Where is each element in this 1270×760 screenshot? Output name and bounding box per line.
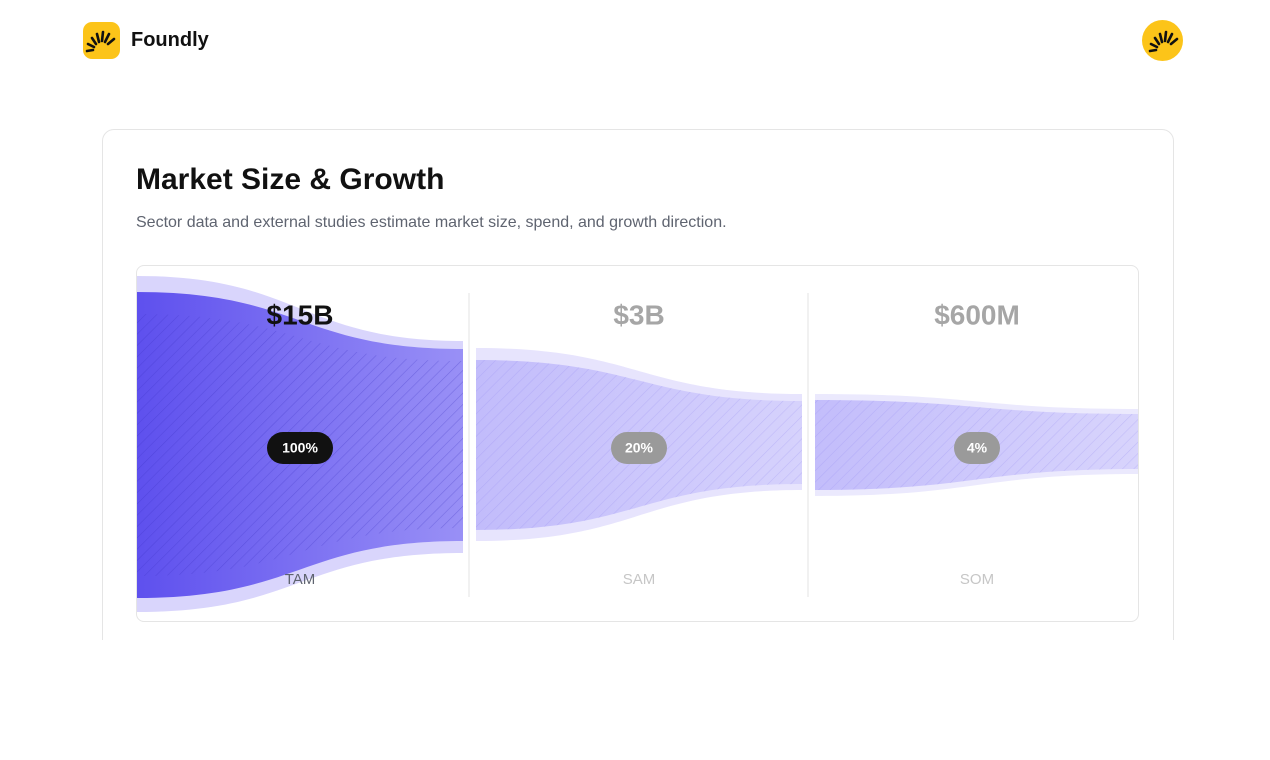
stage-label: TAM	[285, 571, 316, 588]
funnel-svg: $15B $3B $600M 100% 20% 4% TAM SAM SOM	[137, 276, 1138, 612]
card-title: Market Size & Growth	[136, 163, 445, 196]
stage-value: $15B	[267, 299, 334, 330]
funnel-chart: $15B $3B $600M 100% 20% 4% TAM SAM SOM	[136, 265, 1139, 622]
share-pill	[611, 432, 667, 464]
share-pill	[954, 432, 1000, 464]
stage-value: $600M	[934, 299, 1020, 330]
share-pill	[267, 432, 333, 464]
user-avatar[interactable]	[1142, 20, 1183, 61]
stage-label: SOM	[960, 571, 994, 588]
brand-name[interactable]: Foundly	[131, 29, 209, 51]
stage-share: 4%	[967, 440, 988, 456]
card-subtitle: Sector data and external studies estimat…	[136, 214, 727, 231]
stage-share: 20%	[625, 440, 654, 456]
avatar-icon	[1148, 30, 1179, 53]
stage-label: SAM	[623, 571, 656, 588]
card-fade	[0, 640, 1270, 760]
stage-value: $3B	[613, 299, 664, 330]
logo-icon	[85, 30, 116, 53]
stage-share: 100%	[282, 440, 318, 456]
logo[interactable]	[83, 22, 120, 59]
